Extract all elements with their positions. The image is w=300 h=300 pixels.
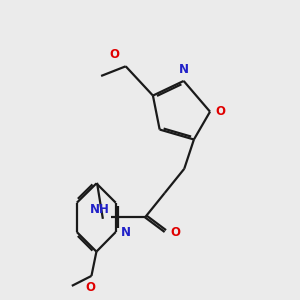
Text: NH: NH: [90, 203, 110, 216]
Text: O: O: [215, 105, 225, 118]
Text: N: N: [121, 226, 131, 238]
Text: N: N: [179, 63, 189, 76]
Text: O: O: [85, 281, 95, 294]
Text: O: O: [170, 226, 180, 238]
Text: O: O: [110, 48, 120, 61]
